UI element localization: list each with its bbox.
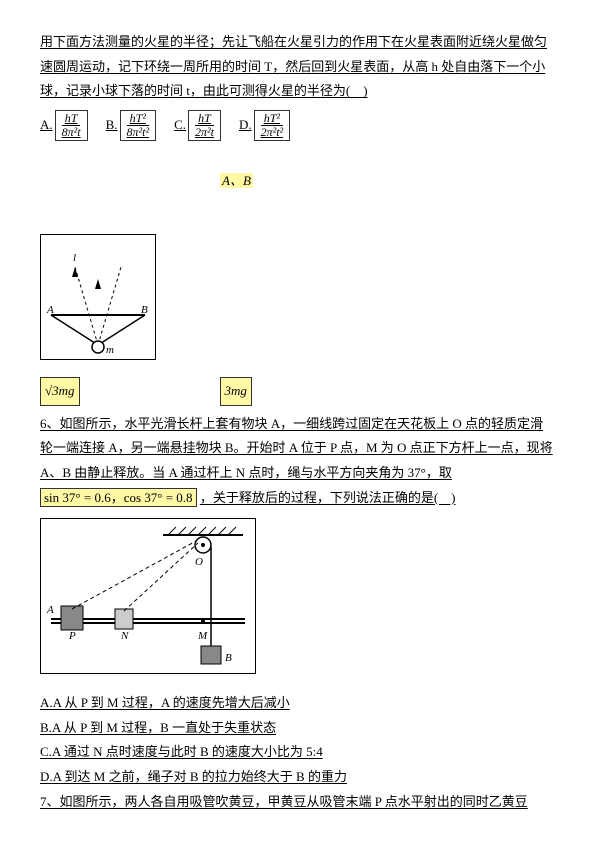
q6-option-b: B.A 从 P 到 M 过程，B 一直处于失重状态 (40, 716, 555, 741)
fraction-c: hT 2π²t (188, 110, 221, 141)
svg-text:B: B (225, 652, 232, 664)
frac-b-den: 8π²t² (124, 126, 153, 139)
q6-trig-line: sin 37° = 0.6，cos 37° = 0.8 ，关于释放后的过程，下列… (40, 486, 555, 511)
fraction-a: hT 8π²t (55, 110, 88, 141)
frac-c-den: 2π²t (192, 126, 217, 139)
svg-text:O: O (195, 556, 203, 568)
q6-figure: O P N M B A (40, 518, 555, 683)
q5-label-l: l (73, 252, 76, 264)
q7-body: 7、如图所示，两人各自用吸管吹黄豆，甲黄豆从吸管末端 P 点水平射出的同时乙黄豆 (40, 790, 555, 815)
q6-trig: sin 37° = 0.6，cos 37° = 0.8 (40, 488, 197, 507)
svg-text:A: A (46, 604, 54, 616)
q5-left-box: √3mg (40, 377, 80, 406)
frac-b-num: hT² (127, 112, 149, 126)
q6-option-d: D.A 到达 M 之前，绳子对 B 的拉力始终大于 B 的重力 (40, 765, 555, 790)
q4-option-a: A. hT 8π²t (40, 110, 88, 141)
q5-figure: A B m l (40, 234, 555, 369)
q5-right-box: 3mg (220, 377, 252, 406)
frac-d-num: hT² (261, 112, 283, 126)
q6-body: 6、如图所示，水平光滑长杆上套有物块 A，一细线跨过固定在天花板上 O 点的轻质… (40, 412, 555, 486)
svg-text:M: M (197, 630, 208, 642)
q6-body2: ，关于释放后的过程，下列说法正确的是( ) (200, 490, 456, 505)
frac-c-num: hT (195, 112, 214, 126)
frac-a-num: hT (62, 112, 81, 126)
q6-option-a: A.A 从 P 到 M 过程，A 的速度先增大后减小 (40, 691, 555, 716)
q5-label-B: B (141, 304, 148, 316)
q6-option-c: C.A 通过 N 点时速度与此时 B 的速度大小比为 5:4 (40, 740, 555, 765)
q5-label-A: A (46, 304, 54, 316)
q5-ab-text: A、B (220, 173, 253, 188)
q6-diagram-svg: O P N M B A (43, 521, 253, 671)
q4-option-b: B. hT² 8π²t² (106, 110, 156, 141)
svg-text:N: N (120, 630, 129, 642)
q4-body: 用下面方法测量的火星的半径；先让飞船在火星引力的作用下在火星表面附近绕火星做匀速… (40, 30, 555, 104)
fraction-d: hT² 2π²t² (254, 110, 291, 141)
q4-option-c: C. hT 2π²t (174, 110, 221, 141)
q4-options: A. hT 8π²t B. hT² 8π²t² C. hT 2π²t D. hT… (40, 110, 555, 141)
q4-option-d: D. hT² 2π²t² (239, 110, 290, 141)
svg-text:P: P (68, 630, 76, 642)
frac-d-den: 2π²t² (258, 126, 287, 139)
fraction-b: hT² 8π²t² (120, 110, 157, 141)
q5-label-ab: A、B (220, 169, 555, 194)
q5-answers: √3mg 3mg (40, 377, 555, 406)
frac-a-den: 8π²t (59, 126, 84, 139)
q5-diagram-svg: A B m l (43, 237, 153, 357)
q5-label-m: m (106, 344, 114, 356)
